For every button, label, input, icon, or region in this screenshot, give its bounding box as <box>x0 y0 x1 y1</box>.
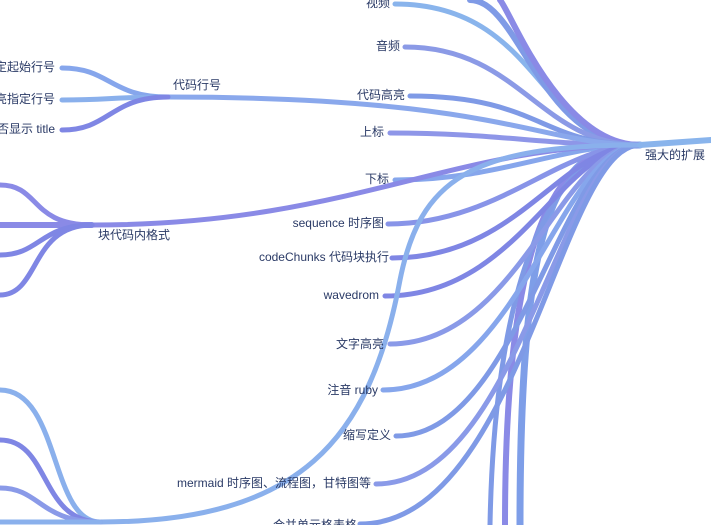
link <box>357 142 643 525</box>
link <box>97 142 643 525</box>
node-label: wavedrom <box>323 288 379 302</box>
node-label: 否显示 title <box>0 122 55 136</box>
link <box>59 94 171 133</box>
node-label: sequence 时序图 <box>293 215 384 230</box>
node-label: 定起始行号 <box>0 59 55 74</box>
node-label: codeChunks 代码块执行 <box>259 250 389 264</box>
node-label: 文字高亮 <box>336 336 384 351</box>
root-label: 强大的扩展 <box>645 147 705 162</box>
node-label: 视频 <box>366 0 390 10</box>
node-label: 缩写定义 <box>343 427 391 442</box>
link <box>497 0 643 148</box>
node-label: 块代码内格式 <box>98 227 170 242</box>
node-label: 代码行号 <box>173 78 221 92</box>
node-label: 代码高亮 <box>357 87 405 102</box>
link <box>0 387 103 525</box>
node-label: 上标 <box>360 125 384 139</box>
link <box>637 137 711 148</box>
link <box>0 222 95 298</box>
node-label: 音频 <box>376 38 400 53</box>
link <box>0 182 95 228</box>
node-label: 合并单元格表格 <box>273 517 357 525</box>
node-label: mermaid 时序图、流程图，甘特图等 <box>177 475 371 490</box>
link <box>165 94 643 148</box>
link <box>59 65 171 100</box>
node-label: 下标 <box>365 172 389 186</box>
node-label: 亮指定行号 <box>0 91 55 106</box>
node-label: 注音 ruby <box>327 382 378 397</box>
